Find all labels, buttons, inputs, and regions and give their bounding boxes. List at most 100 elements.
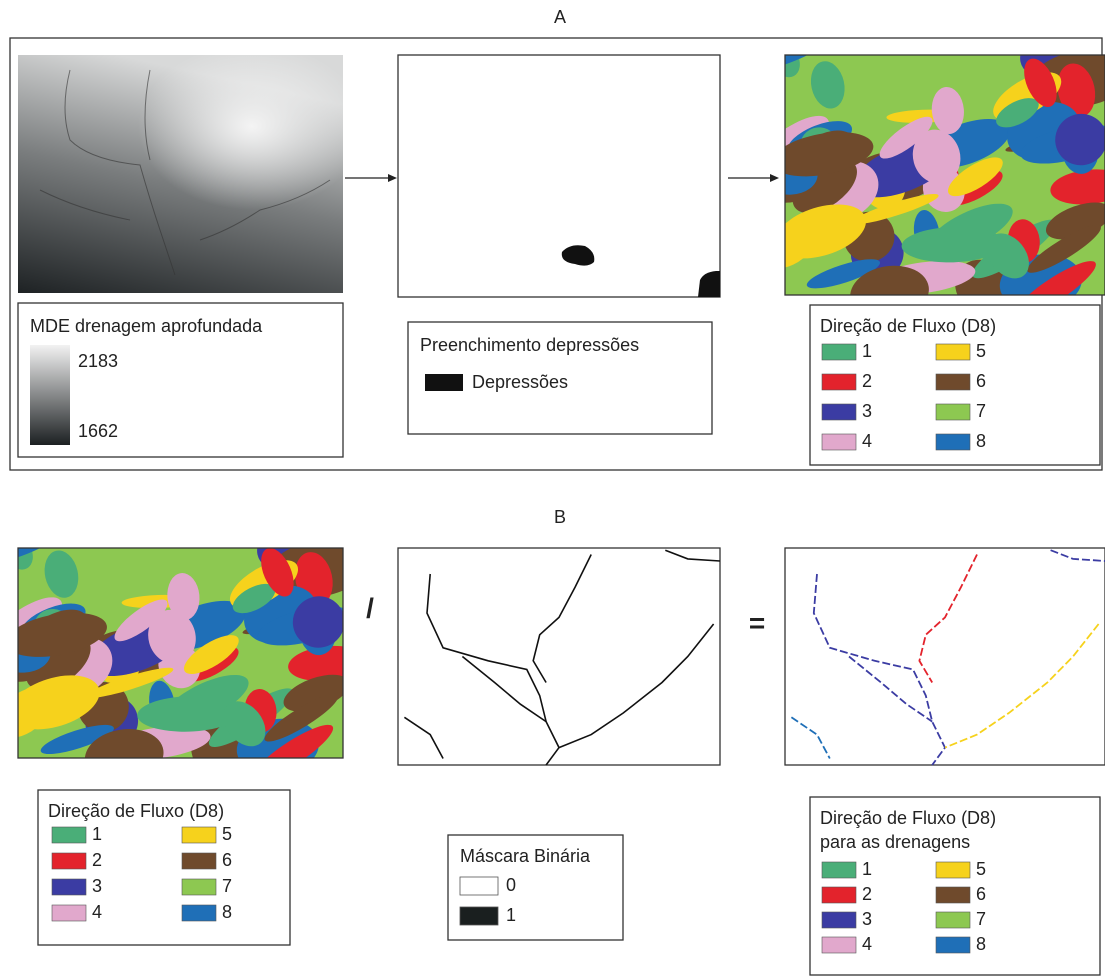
legend-box	[17, 302, 344, 458]
panel-label: B	[554, 507, 566, 527]
panel-label: A	[554, 7, 566, 27]
legend-swatch	[821, 861, 857, 879]
legend-label: 3	[862, 909, 872, 929]
map-patch	[850, 265, 929, 295]
drainage	[944, 623, 1100, 749]
legend-swatch	[935, 433, 971, 451]
legend-label: 0	[506, 875, 516, 895]
map-patch	[996, 98, 1039, 128]
legend-title: MDE drenagem aprofundada	[30, 316, 263, 336]
map-patch	[44, 550, 79, 598]
legend-swatch	[51, 878, 87, 896]
dem-image	[18, 55, 343, 293]
depression	[561, 245, 595, 266]
legend-label: 4	[862, 934, 872, 954]
map-patch	[1024, 58, 1057, 108]
map-patch	[785, 55, 818, 70]
drainage	[790, 716, 831, 759]
legend-label: 5	[222, 824, 232, 844]
legend-title: Direção de Fluxo (D8)	[820, 808, 996, 828]
map-patch	[986, 233, 1029, 279]
legend-label: 8	[222, 902, 232, 922]
drainage	[812, 573, 947, 766]
map-patch	[114, 599, 168, 642]
legend-title: Direção de Fluxo (D8)	[820, 316, 996, 336]
legend-swatch	[181, 826, 217, 844]
depression	[698, 271, 720, 297]
legend-swatch	[821, 911, 857, 929]
legend-label: 6	[976, 884, 986, 904]
legend-label: Depressões	[472, 372, 568, 392]
legend-swatch	[181, 904, 217, 922]
legend-label: 1	[862, 341, 872, 361]
legend-swatch	[181, 878, 217, 896]
legend-label: 3	[862, 401, 872, 421]
mask-image	[397, 547, 721, 766]
legend-title: Direção de Fluxo (D8)	[48, 801, 224, 821]
legend-swatch	[459, 906, 499, 926]
map-patch	[261, 548, 294, 597]
legend-swatch	[51, 852, 87, 870]
legend-label: 8	[976, 934, 986, 954]
drainage	[426, 573, 560, 766]
legend-label: 8	[976, 431, 986, 451]
map-patch	[851, 194, 939, 225]
legend-subtitle: para as drenagens	[820, 832, 970, 852]
legend-min: 1662	[78, 421, 118, 441]
legend-label: 5	[976, 859, 986, 879]
map-patch	[223, 701, 266, 747]
map-patch	[879, 116, 933, 159]
legend-swatch	[425, 374, 463, 391]
map-patch	[1014, 261, 1096, 295]
legend-ramp	[30, 345, 70, 445]
legend-swatch	[821, 343, 857, 361]
legend-label: 1	[506, 905, 516, 925]
map-patch	[1050, 169, 1105, 205]
map-patch	[810, 61, 845, 109]
map-patch	[948, 157, 1003, 197]
map-patch	[232, 583, 276, 614]
map-border	[784, 54, 1105, 296]
map-patch	[1027, 225, 1101, 273]
drainage	[461, 655, 547, 723]
flow-map	[785, 55, 1105, 295]
map-patch	[806, 259, 881, 289]
map-patch	[288, 645, 343, 682]
map-patch	[785, 132, 874, 177]
legend-swatch	[821, 886, 857, 904]
drainage	[1050, 549, 1105, 562]
legend-label: 5	[976, 341, 986, 361]
legend-swatch	[935, 343, 971, 361]
map-patch	[18, 548, 51, 563]
legend-swatch	[935, 936, 971, 954]
legend-swatch	[935, 861, 971, 879]
drainage	[558, 623, 715, 749]
drainage	[918, 554, 978, 683]
map-patch	[167, 573, 200, 621]
map-patch	[18, 612, 107, 657]
legend-swatch	[459, 876, 499, 896]
legend-label: 7	[976, 401, 986, 421]
legend-title: Máscara Binária	[460, 846, 591, 866]
operator: =	[749, 607, 765, 638]
map-patch	[18, 675, 100, 730]
map-patch	[251, 724, 334, 758]
operator: /	[366, 592, 374, 623]
map-patch	[792, 158, 857, 214]
arrow	[770, 174, 779, 182]
legend-label: 1	[862, 859, 872, 879]
legend-swatch	[935, 886, 971, 904]
legend-swatch	[821, 936, 857, 954]
legend-max: 2183	[78, 351, 118, 371]
arrow	[388, 174, 397, 182]
map-patch	[86, 667, 174, 698]
drainage	[665, 549, 721, 562]
legend-swatch	[935, 911, 971, 929]
legend-label: 7	[976, 909, 986, 929]
map-patch	[901, 226, 1005, 263]
map-patch	[1055, 113, 1105, 166]
legend-swatch	[935, 373, 971, 391]
legend-label: 7	[222, 876, 232, 896]
drainage-image	[784, 547, 1105, 766]
